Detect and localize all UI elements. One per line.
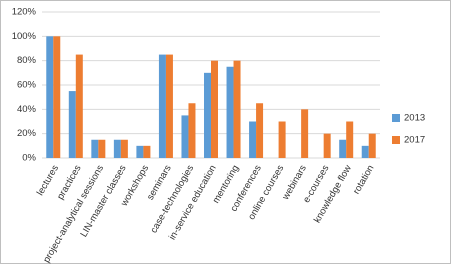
bar: [361, 145, 369, 158]
y-tick-label: 80%: [17, 55, 37, 66]
bar: [158, 54, 166, 159]
bar: [249, 121, 257, 158]
bar: [113, 139, 121, 158]
bar: [233, 60, 241, 158]
bar: [278, 121, 286, 158]
y-tick-label: 100%: [12, 31, 37, 42]
bar: [339, 139, 347, 158]
bar: [143, 145, 151, 158]
bar: [75, 54, 83, 159]
legend-label: 2013: [404, 113, 425, 124]
y-tick-label: 60%: [17, 80, 37, 91]
bar: [181, 115, 189, 158]
bar: [368, 133, 376, 158]
bar: [211, 60, 218, 158]
y-tick-label: 120%: [12, 7, 37, 18]
bar: [120, 139, 128, 158]
y-tick-label: 0%: [22, 153, 36, 164]
bar: [91, 139, 99, 158]
bar: [301, 109, 309, 158]
bar: [256, 103, 264, 158]
bar: [346, 121, 354, 158]
bar: [323, 133, 331, 158]
legend-swatch: [392, 114, 400, 122]
y-tick-label: 40%: [17, 104, 37, 115]
bar: [98, 139, 106, 158]
bar: [204, 72, 211, 158]
bar: [165, 54, 173, 159]
legend-label: 2017: [404, 135, 425, 146]
bar: [226, 66, 234, 158]
bar: [53, 36, 61, 159]
bar: [68, 91, 76, 158]
bar: [188, 103, 196, 158]
bar: [136, 145, 144, 158]
legend-swatch: [392, 136, 400, 144]
bar: [46, 36, 54, 159]
y-tick-label: 20%: [17, 128, 37, 139]
